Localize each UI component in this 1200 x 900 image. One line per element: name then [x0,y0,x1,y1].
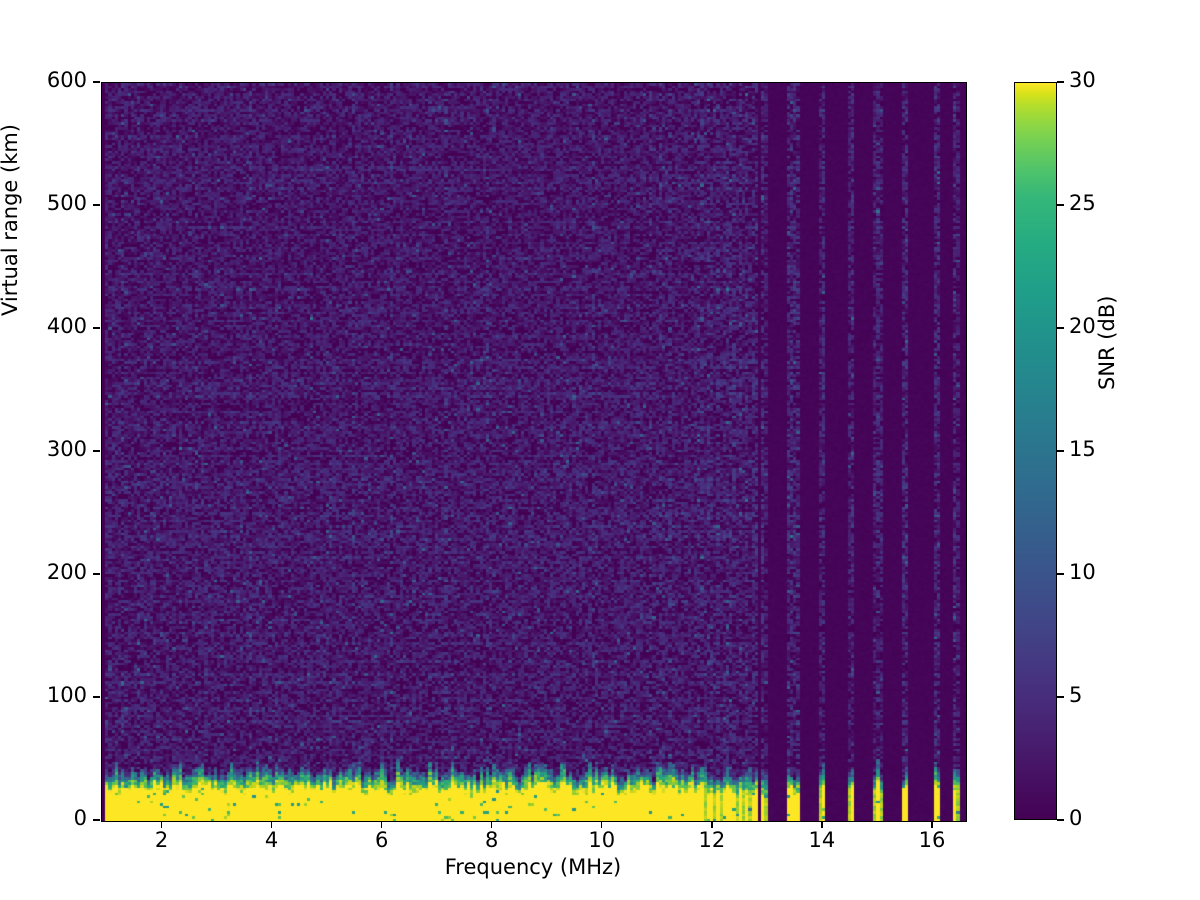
colorbar-tick-label: 5 [1069,683,1083,707]
colorbar-tick-mark [1057,204,1064,206]
colorbar-tick-label: 20 [1069,314,1096,338]
y-tick-mark [93,450,100,452]
colorbar-tick-label: 10 [1069,560,1096,584]
y-tick-label: 500 [46,191,87,215]
y-tick-label: 300 [46,437,87,461]
colorbar-tick-label: 30 [1069,68,1096,92]
x-tick-mark [380,821,383,828]
colorbar-tick-mark [1057,573,1064,575]
x-tick-label: 4 [264,828,279,852]
y-tick-mark [93,696,100,698]
y-tick-label: 100 [46,683,87,707]
colorbar-gradient [1014,82,1057,820]
x-tick-label: 8 [485,828,499,852]
ionogram-heatmap [102,83,966,821]
colorbar-tick-label: 25 [1069,191,1096,215]
plot-area [101,82,967,822]
colorbar-tick-mark [1057,450,1064,452]
x-tick-mark [270,821,273,828]
x-tick-mark [491,821,493,828]
colorbar-tick-label: 15 [1069,437,1096,461]
x-tick-mark [711,821,713,828]
x-tick-mark [601,821,603,828]
x-tick-label: 14 [808,828,836,852]
x-tick-mark [821,821,823,828]
x-tick-mark [160,821,163,828]
x-tick-label: 6 [374,828,389,852]
colorbar-tick-mark [1057,819,1064,821]
y-tick-mark [93,81,100,83]
y-tick-label: 600 [46,68,87,92]
colorbar [1014,82,1057,820]
x-tick-label: 10 [588,828,616,852]
x-axis-label: Frequency (MHz) [444,855,622,879]
x-tick-label: 12 [698,828,726,852]
y-tick-mark [93,204,100,206]
colorbar-tick-mark [1057,81,1064,83]
y-tick-label: 0 [73,806,87,830]
colorbar-tick-mark [1057,327,1064,329]
y-tick-label: 400 [46,314,87,338]
colorbar-label: SNR (dB) [1095,295,1119,390]
x-tick-label: 2 [154,828,169,852]
y-tick-label: 200 [46,560,87,584]
y-tick-mark [93,327,100,329]
colorbar-tick-label: 0 [1069,806,1083,830]
y-tick-mark [93,573,100,575]
x-tick-label: 16 [918,828,946,852]
x-tick-mark [931,821,933,828]
y-tick-mark [93,819,100,821]
colorbar-tick-mark [1057,696,1064,698]
